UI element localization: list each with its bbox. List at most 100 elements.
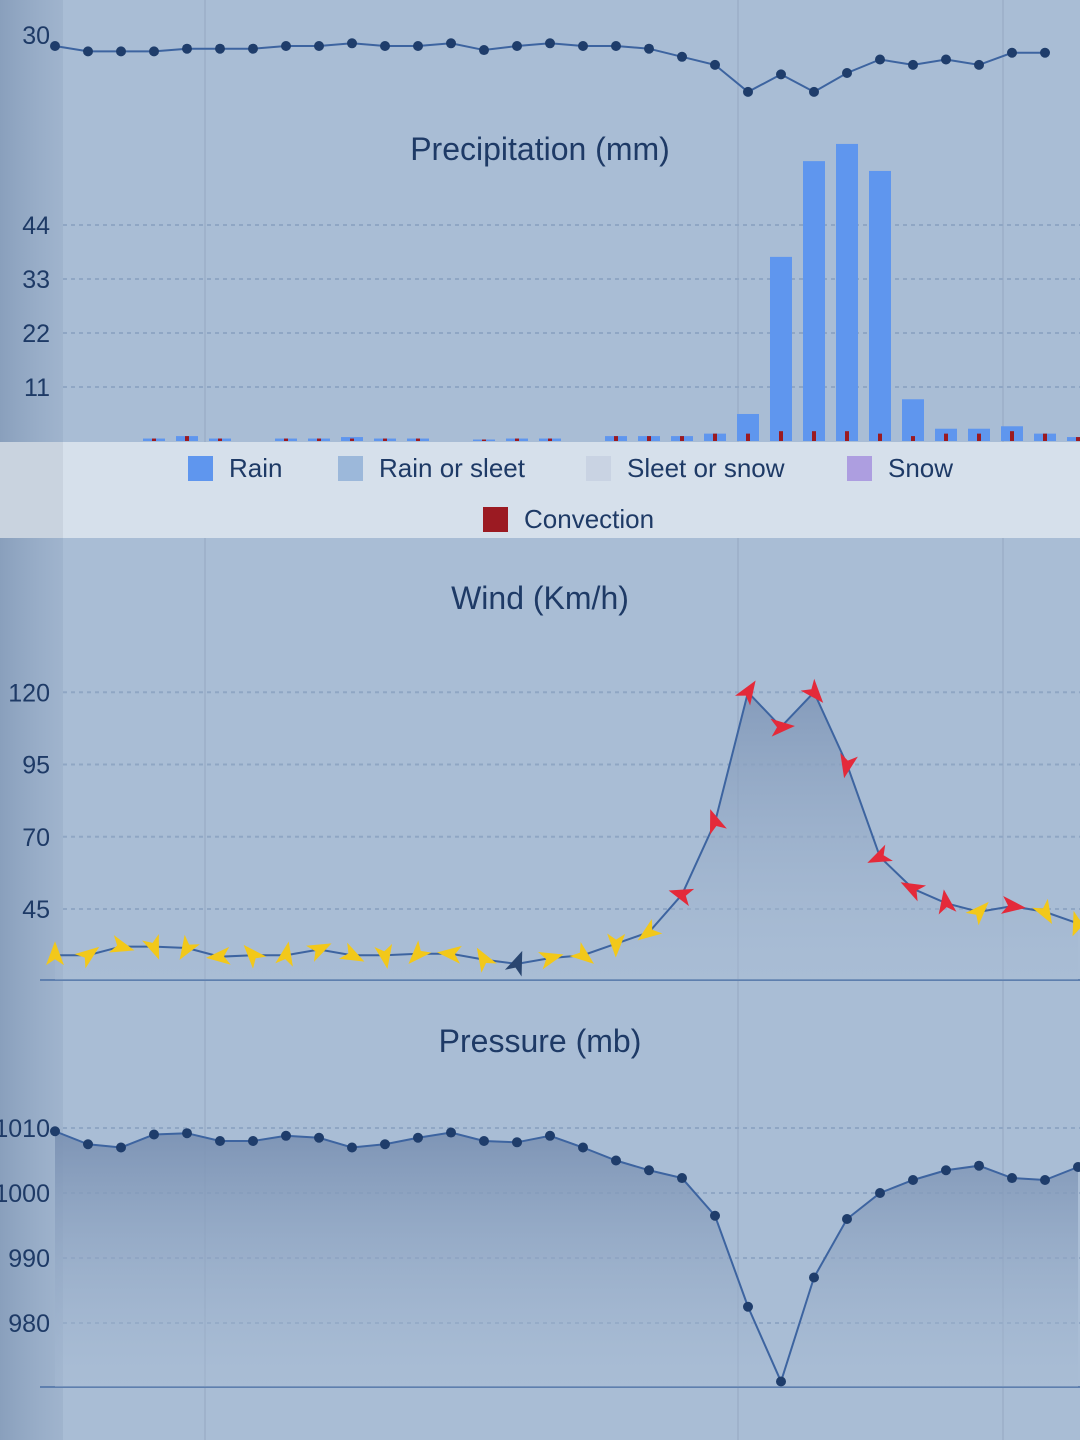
convection-bar bbox=[218, 438, 222, 441]
pressure-ytick-label: 1000 bbox=[0, 1180, 50, 1208]
wind-direction-arrow bbox=[538, 952, 564, 970]
legend-label-snow: Snow bbox=[888, 452, 954, 483]
legend-label-convection: Convection bbox=[524, 503, 655, 534]
wind-direction-arrow bbox=[243, 944, 267, 969]
wind-direction-arrow bbox=[179, 934, 200, 960]
wind-direction-arrow bbox=[965, 901, 989, 926]
top-series-point bbox=[974, 59, 984, 70]
wind-direction-arrow bbox=[206, 946, 231, 965]
wind-direction-arrow bbox=[1000, 895, 1026, 914]
wind-direction-arrow bbox=[74, 946, 100, 969]
convection-bar bbox=[812, 431, 816, 441]
pressure-point bbox=[314, 1132, 324, 1143]
convection-bar bbox=[185, 436, 189, 441]
pressure-point bbox=[545, 1130, 555, 1141]
wind-ytick-label: 70 bbox=[22, 824, 50, 852]
legend-item-rain: Rain bbox=[188, 448, 282, 488]
wind-direction-arrow bbox=[770, 718, 795, 737]
pressure-point bbox=[776, 1376, 786, 1387]
rain-bar bbox=[836, 143, 858, 441]
top-series-point bbox=[413, 41, 423, 51]
pressure-point bbox=[809, 1272, 819, 1283]
top-series-line bbox=[54, 42, 1045, 94]
legend-swatch-rain bbox=[188, 455, 213, 481]
wind-direction-arrow bbox=[504, 950, 523, 977]
precip-ytick-label: 44 bbox=[22, 212, 50, 240]
wind-direction-arrow bbox=[900, 882, 927, 902]
top-series-point bbox=[941, 54, 951, 65]
convection-bar bbox=[647, 436, 651, 441]
top-series-point bbox=[182, 43, 192, 54]
legend-item-rain-or-sleet: Rain or sleet bbox=[338, 448, 525, 488]
convection-bar bbox=[944, 433, 948, 441]
convection-bar bbox=[284, 438, 288, 441]
top-series-point bbox=[644, 43, 654, 54]
pressure-point bbox=[446, 1127, 456, 1138]
legend-swatch-convection bbox=[483, 506, 508, 532]
rain-bar bbox=[770, 256, 792, 441]
wind-direction-arrow bbox=[709, 809, 727, 835]
top-series-point bbox=[347, 38, 357, 49]
wind-direction-arrow bbox=[476, 947, 497, 973]
left-axis-strip bbox=[0, 0, 63, 1440]
wind-direction-arrow bbox=[668, 888, 695, 907]
precipitation-title: Precipitation (mm) bbox=[410, 131, 670, 167]
top-series-point bbox=[710, 59, 720, 70]
rain-bar bbox=[1067, 437, 1080, 441]
legend-item-snow: Snow bbox=[847, 448, 953, 488]
pressure-point bbox=[479, 1136, 489, 1146]
pressure-ytick-label: 980 bbox=[8, 1310, 50, 1338]
pressure-point bbox=[677, 1173, 687, 1184]
pressure-point bbox=[347, 1142, 357, 1153]
precip-ytick-label: 22 bbox=[22, 320, 50, 348]
pressure-point bbox=[413, 1132, 423, 1143]
pressure-point bbox=[842, 1214, 852, 1224]
pressure-point bbox=[116, 1142, 126, 1153]
wind-direction-arrow bbox=[867, 844, 893, 863]
wind-ytick-label: 95 bbox=[22, 752, 50, 780]
pressure-ytick-label: 1010 bbox=[0, 1115, 50, 1143]
rain-bar bbox=[737, 413, 759, 441]
wind-direction-arrow bbox=[374, 943, 393, 970]
convection-bar bbox=[977, 433, 981, 441]
top-series-point bbox=[875, 54, 885, 65]
rain-bar bbox=[869, 170, 891, 441]
legend-label-sleet-or-snow: Sleet or snow bbox=[627, 452, 785, 483]
top-series-point bbox=[50, 41, 60, 51]
pressure-point bbox=[281, 1130, 291, 1141]
top-series-point bbox=[578, 41, 588, 51]
pressure-point bbox=[710, 1210, 720, 1221]
top-series-point bbox=[248, 43, 258, 54]
pressure-point bbox=[1073, 1162, 1080, 1172]
wind-direction-arrow bbox=[339, 942, 365, 962]
wind-area-fill bbox=[55, 692, 1078, 980]
top-series-point bbox=[446, 38, 456, 49]
legend-swatch-rain-or-sleet bbox=[338, 455, 363, 481]
convection-bar bbox=[845, 431, 849, 441]
rain-bar bbox=[902, 399, 924, 441]
convection-bar bbox=[548, 438, 552, 441]
convection-bar bbox=[878, 433, 882, 441]
pressure-point bbox=[875, 1188, 885, 1198]
legend-row-2: Convection bbox=[0, 499, 1080, 539]
legend-swatch-sleet-or-snow bbox=[586, 455, 611, 481]
top-series-point bbox=[281, 41, 291, 51]
top-series-point bbox=[545, 38, 555, 49]
top-series-point bbox=[512, 41, 522, 51]
convection-bar bbox=[746, 433, 750, 441]
convection-bar bbox=[779, 431, 783, 441]
top-series-point bbox=[314, 41, 324, 51]
legend-label-rain: Rain bbox=[229, 452, 283, 483]
wind-direction-arrow bbox=[840, 752, 858, 779]
convection-bar bbox=[614, 436, 618, 441]
pressure-point bbox=[578, 1142, 588, 1153]
pressure-point bbox=[248, 1136, 258, 1146]
convection-bar bbox=[911, 436, 915, 441]
convection-bar bbox=[713, 433, 717, 441]
wind-direction-arrow bbox=[1072, 910, 1080, 937]
top-series-point bbox=[83, 46, 93, 57]
convection-bar bbox=[680, 436, 684, 441]
wind-direction-arrow bbox=[569, 941, 595, 964]
top-ytick-label: 30 bbox=[22, 22, 50, 50]
convection-bar bbox=[416, 438, 420, 441]
